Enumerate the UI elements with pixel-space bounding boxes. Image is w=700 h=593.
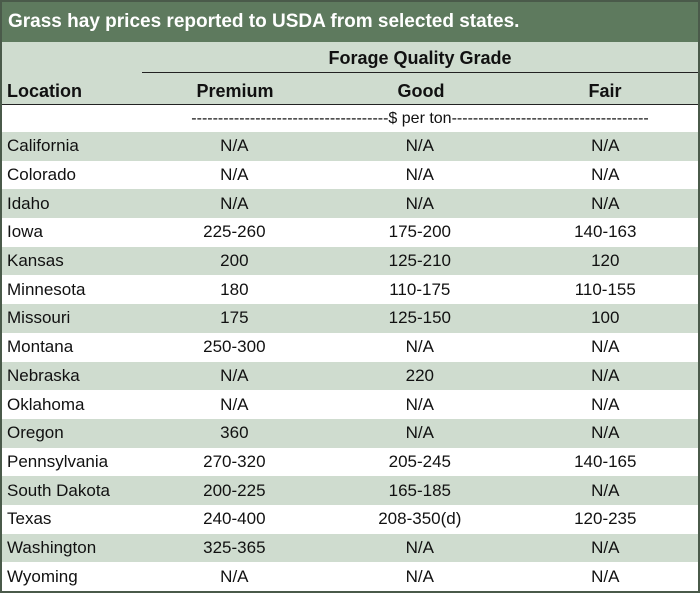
fair-cell: N/A [591, 566, 620, 586]
good-cell: N/A [405, 193, 434, 213]
good-cell: N/A [405, 136, 434, 156]
table-row: Oklahoma N/A N/A N/A [2, 390, 698, 419]
good-cell: 175-200 [388, 222, 451, 242]
premium-cell: 240-400 [203, 509, 266, 529]
premium-cell: N/A [220, 566, 249, 586]
location-cell: Nebraska [7, 365, 80, 385]
good-cell: N/A [405, 165, 434, 185]
fair-cell: N/A [591, 365, 620, 385]
location-cell: Iowa [7, 222, 43, 242]
premium-cell: N/A [220, 165, 249, 185]
location-cell: Idaho [7, 193, 50, 213]
premium-cell: 360 [220, 423, 249, 443]
good-cell: N/A [405, 337, 434, 357]
table-row: Texas 240-400 208-350(d) 120-235 [2, 504, 698, 534]
good-cell: 208-350(d) [378, 509, 462, 529]
location-cell: Colorado [7, 165, 76, 185]
units-label: -------------------------------------$ p… [191, 110, 649, 127]
fair-cell: 120-235 [574, 509, 637, 529]
location-cell: South Dakota [7, 480, 111, 500]
good-cell: 165-185 [388, 480, 451, 500]
fair-cell: N/A [591, 337, 620, 357]
table-header: Forage Quality Grade Location Premium Go… [2, 42, 698, 142]
location-cell: Missouri [7, 308, 71, 328]
table-title: Grass hay prices reported to USDA from s… [2, 2, 698, 42]
location-cell: Minnesota [7, 279, 86, 299]
good-cell: 125-150 [388, 308, 451, 328]
good-cell: N/A [405, 537, 434, 557]
table-body: California N/A N/A N/A Colorado N/A N/A N/A Idah… [2, 132, 698, 591]
fair-cell: 140-165 [574, 451, 637, 471]
fair-cell: 100 [591, 308, 620, 328]
fair-cell: N/A [591, 136, 620, 156]
fair-cell: N/A [591, 480, 620, 500]
table-row: Idaho N/A N/A N/A [2, 189, 698, 219]
fair-cell: 110-155 [574, 279, 636, 299]
premium-cell: N/A [220, 394, 249, 414]
good-cell: 220 [405, 365, 434, 385]
premium-cell: N/A [220, 136, 249, 156]
table-row: Oregon 360 N/A N/A [2, 418, 698, 448]
header-rule [2, 104, 698, 105]
table-row: Iowa 225-260 175-200 140-163 [2, 218, 698, 247]
fair-cell: 120 [591, 251, 620, 271]
table-row: Nebraska N/A 220 N/A [2, 361, 698, 391]
premium-cell: 200-225 [203, 480, 266, 500]
fair-cell: 140-163 [574, 222, 637, 242]
fair-cell: N/A [591, 165, 620, 185]
location-cell: Pennsylvania [7, 451, 109, 471]
table-row: Wyoming N/A N/A N/A [2, 562, 698, 591]
location-cell: California [7, 136, 79, 156]
table-row: Missouri 175 125-150 100 [2, 304, 698, 333]
premium-cell: 175 [220, 308, 249, 328]
good-cell: 205-245 [388, 451, 451, 471]
premium-cell: 325-365 [203, 537, 266, 557]
premium-column-header: Premium [196, 81, 274, 101]
table-row: Minnesota 180 110-175 110-155 [2, 275, 698, 305]
premium-cell: N/A [220, 193, 249, 213]
good-cell: N/A [405, 423, 434, 443]
group-header: Forage Quality Grade [328, 48, 512, 68]
premium-cell: 270-320 [203, 451, 266, 471]
premium-cell: 225-260 [203, 222, 266, 242]
location-cell: Montana [7, 337, 74, 357]
good-cell: N/A [405, 566, 434, 586]
location-cell: Wyoming [7, 566, 78, 586]
fair-cell: N/A [591, 394, 620, 414]
good-column-header: Good [397, 81, 445, 101]
table-row: Kansas 200 125-210 120 [2, 246, 698, 276]
header-background [2, 42, 698, 104]
location-cell: Oklahoma [7, 394, 85, 414]
premium-cell: N/A [220, 365, 249, 385]
table-row: Colorado N/A N/A N/A [2, 160, 698, 190]
table-row: Pennsylvania 270-320 205-245 140-165 [2, 447, 698, 477]
fair-cell: N/A [591, 423, 620, 443]
location-column-header: Location [7, 81, 82, 101]
table-row: Montana 250-300 N/A N/A [2, 332, 698, 362]
good-cell: N/A [405, 394, 434, 414]
group-underline [142, 72, 698, 73]
fair-column-header: Fair [588, 81, 622, 101]
table-row: Washington 325-365 N/A N/A [2, 533, 698, 563]
location-cell: Oregon [7, 423, 64, 443]
fair-cell: N/A [591, 193, 620, 213]
location-cell: Washington [7, 537, 97, 557]
location-cell: Texas [7, 509, 52, 529]
premium-cell: 250-300 [203, 337, 266, 357]
good-cell: 110-175 [389, 279, 451, 299]
good-cell: 125-210 [388, 251, 451, 271]
table-row: California N/A N/A N/A [2, 132, 698, 161]
premium-cell: 200 [220, 251, 249, 271]
fair-cell: N/A [591, 537, 620, 557]
location-cell: Kansas [7, 251, 64, 271]
premium-cell: 180 [220, 279, 249, 299]
table-row: South Dakota 200-225 165-185 N/A [2, 476, 698, 505]
